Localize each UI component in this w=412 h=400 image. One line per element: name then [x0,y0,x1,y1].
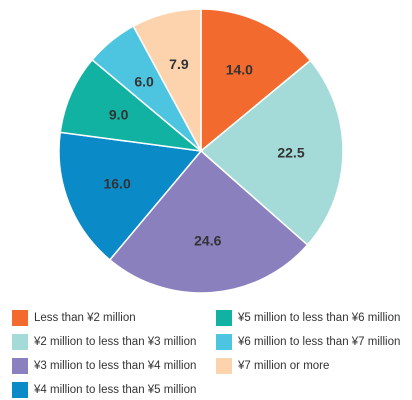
legend-swatch [12,358,28,374]
slice-value-label: 24.6 [194,233,221,249]
legend-swatch [216,310,232,326]
legend-label: ¥7 million or more [238,360,330,372]
legend-label: ¥2 million to less than ¥3 million [34,336,197,348]
legend: Less than ¥2 million ¥2 million to less … [12,304,412,398]
slice-value-label: 9.0 [109,107,129,123]
legend-label: ¥4 million to less than ¥5 million [34,384,197,396]
legend-item-2m-to-3m: ¥2 million to less than ¥3 million [12,334,196,350]
legend-swatch [12,334,28,350]
slice-value-label: 14.0 [226,62,253,78]
legend-item-7m-or-more: ¥7 million or more [216,358,329,374]
slice-value-label: 22.5 [277,144,304,160]
legend-item-5m-to-6m: ¥5 million to less than ¥6 million [216,310,400,326]
pie-slice [59,58,204,153]
legend-item-6m-to-7m: ¥6 million to less than ¥7 million [216,334,400,350]
legend-swatch [216,334,232,350]
slice-value-label: 16.0 [103,176,130,192]
legend-swatch [12,310,28,326]
slice-value-label: 6.0 [134,73,154,89]
legend-item-less-than-2m: Less than ¥2 million [12,310,136,326]
pie-slice [108,149,309,294]
legend-item-4m-to-5m: ¥4 million to less than ¥5 million [12,382,196,398]
pie-slice [132,8,202,152]
legend-label: ¥3 million to less than ¥4 million [34,360,197,372]
legend-label: ¥5 million to less than ¥6 million [238,312,401,324]
legend-item-3m-to-4m: ¥3 million to less than ¥4 million [12,358,196,374]
legend-label: ¥6 million to less than ¥7 million [238,336,401,348]
pie-slice [58,131,203,261]
legend-label: Less than ¥2 million [34,312,136,324]
pie-chart: 14.0 22.5 24.6 16.0 9.0 6.0 7.9 [58,8,344,294]
legend-swatch [216,358,232,374]
legend-swatch [12,382,28,398]
pie-slice [199,59,344,246]
slice-value-label: 7.9 [169,56,189,72]
pie-slice [200,8,312,153]
